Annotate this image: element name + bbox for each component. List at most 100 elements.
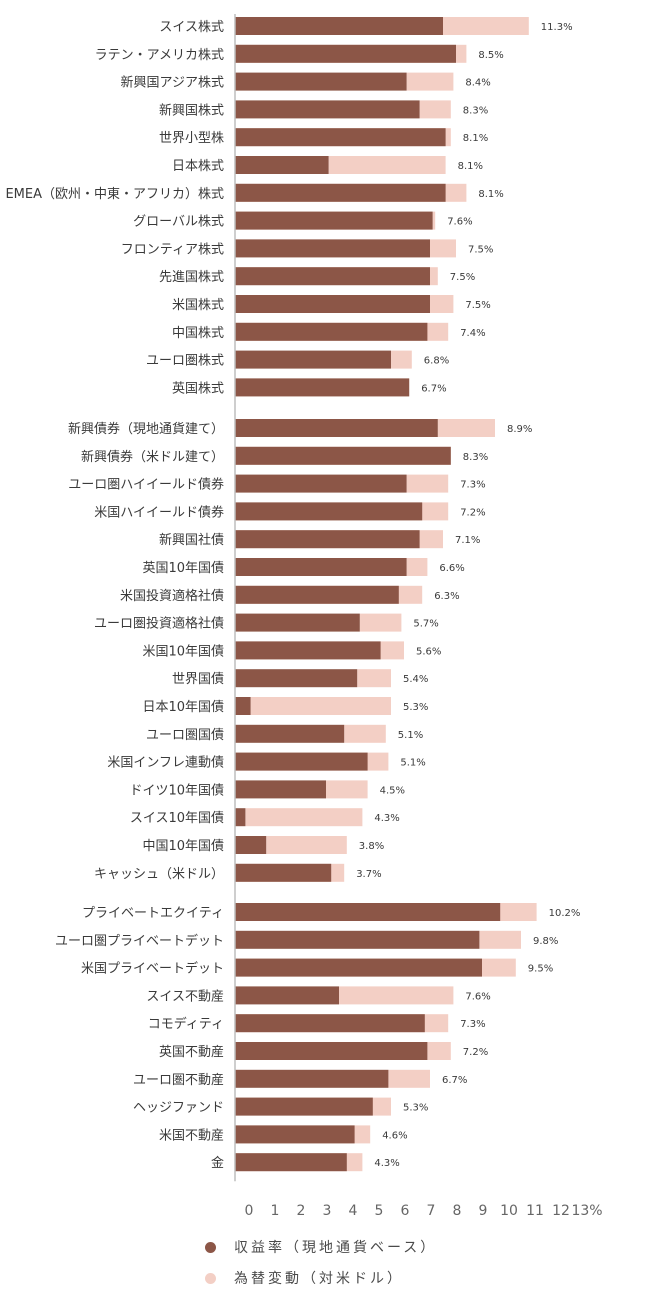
category-label: 米国10年国債 (142, 644, 224, 659)
local-bar (235, 530, 420, 549)
data-label: 8.5% (478, 50, 503, 61)
local-bar (235, 17, 443, 35)
data-label: 8.9% (507, 424, 532, 435)
fx-bar (479, 930, 521, 949)
category-label: 米国投資適格社債 (120, 588, 224, 604)
category-label: キャッシュ（米ドル） (94, 867, 224, 882)
fx-bar (388, 1069, 430, 1088)
local-bar (235, 295, 430, 313)
data-label: 5.4% (403, 674, 428, 685)
category-label: 英国株式 (172, 381, 224, 396)
data-label: 10.2% (549, 908, 581, 919)
legend-fx: 為替変動（対米ドル） (205, 1268, 404, 1288)
fx-bar (419, 100, 451, 119)
local-bar (235, 752, 368, 771)
data-label: 4.3% (374, 813, 399, 824)
legend-local-label: 収益率（現地通貨ベース） (234, 1240, 438, 1256)
category-label: EMEA（欧州・中東・アフリカ）株式 (5, 186, 224, 202)
x-tick-label: 1 (271, 1203, 280, 1219)
data-label: 7.2% (460, 507, 485, 518)
fx-bar (406, 474, 449, 493)
category-label: スイス株式 (159, 20, 224, 35)
local-bar (235, 930, 480, 949)
fx-bar (437, 419, 495, 437)
category-label: 米国プライベートデット (81, 961, 224, 977)
data-label: 5.6% (416, 646, 441, 657)
data-label: 5.1% (400, 758, 425, 769)
data-label: 3.7% (356, 869, 381, 880)
category-label: ヘッジファンド (133, 1101, 224, 1116)
x-tick-label: 13% (571, 1203, 602, 1219)
data-label: 7.4% (460, 328, 485, 339)
local-bar (235, 669, 358, 688)
x-tick-label: 5 (375, 1203, 384, 1219)
category-label: 世界国債 (172, 672, 224, 687)
chart: スイス株式 11.3% ラテン・アメリカ株式 8.5% 新興国アジア株式 8.4% 新興国株… (5, 14, 603, 1219)
local-bar (235, 1125, 355, 1144)
data-label: 4.5% (380, 785, 405, 796)
local-bar (235, 502, 423, 521)
data-label: 6.7% (421, 383, 446, 394)
x-tick-label: 2 (297, 1203, 306, 1219)
data-label: 11.3% (541, 22, 573, 33)
local-bar (235, 1042, 428, 1060)
category-label: ユーロ圏株式 (146, 354, 224, 369)
legend-fx-label: 為替変動（対米ドル） (234, 1271, 404, 1287)
data-label: 8.3% (463, 452, 488, 463)
local-bar (235, 697, 251, 715)
category-label: 新興債券（現地通貨建て） (68, 421, 224, 437)
data-label: 7.3% (460, 1019, 485, 1030)
legend-local: 収益率（現地通貨ベース） (205, 1237, 437, 1257)
fx-bar (344, 724, 386, 743)
local-bar (235, 474, 407, 493)
local-bar (235, 44, 456, 63)
category-label: スイス10年国債 (130, 811, 224, 826)
fx-bar (443, 17, 529, 35)
category-label: コモディティ (148, 1016, 224, 1032)
x-tick-label: 8 (453, 1203, 462, 1219)
x-tick-label: 0 (245, 1203, 254, 1219)
local-bar (235, 863, 332, 882)
category-label: ユーロ圏不動産 (133, 1072, 224, 1088)
category-label: ドイツ10年国債 (129, 783, 224, 798)
local-bar (235, 641, 381, 660)
category-label: 新興債券（米ドル建て） (81, 449, 224, 465)
fx-bar (250, 697, 391, 715)
category-label: ユーロ圏投資適格社債 (94, 616, 224, 632)
category-label: 金 (211, 1155, 224, 1171)
local-bar (235, 903, 501, 921)
data-label: 8.4% (465, 78, 490, 89)
data-label: 5.1% (398, 730, 423, 741)
data-label: 7.2% (463, 1047, 488, 1058)
local-bar (235, 558, 407, 576)
data-label: 7.5% (450, 272, 475, 283)
data-label: 3.8% (359, 841, 384, 852)
data-label: 8.3% (463, 105, 488, 116)
data-label: 8.1% (478, 189, 503, 200)
data-label: 7.6% (465, 991, 490, 1002)
category-label: ユーロ圏ハイイールド債券 (68, 477, 224, 493)
category-label: 中国株式 (172, 326, 224, 341)
category-label: グローバル株式 (133, 215, 224, 230)
data-label: 5.3% (403, 702, 428, 713)
x-tick-label: 4 (349, 1203, 358, 1219)
category-label: 日本株式 (172, 159, 224, 174)
fx-bar (339, 986, 454, 1005)
data-label: 7.3% (460, 480, 485, 491)
fx-bar (406, 558, 428, 576)
local-bar (235, 239, 430, 258)
category-label: ユーロ圏プライベートデット (55, 933, 224, 949)
x-tick-label: 9 (479, 1203, 488, 1219)
x-tick-label: 3 (323, 1203, 332, 1219)
data-label: 4.3% (374, 1158, 399, 1169)
legend-local-swatch (205, 1241, 216, 1253)
fx-bar (326, 780, 368, 799)
local-bar (235, 72, 407, 91)
category-label: 米国不動産 (159, 1127, 224, 1143)
category-label: ユーロ圏国債 (146, 728, 224, 743)
local-bar (235, 267, 430, 286)
data-label: 6.7% (442, 1075, 467, 1086)
data-label: 7.5% (465, 300, 490, 311)
local-bar (235, 128, 446, 147)
data-label: 8.1% (463, 133, 488, 144)
